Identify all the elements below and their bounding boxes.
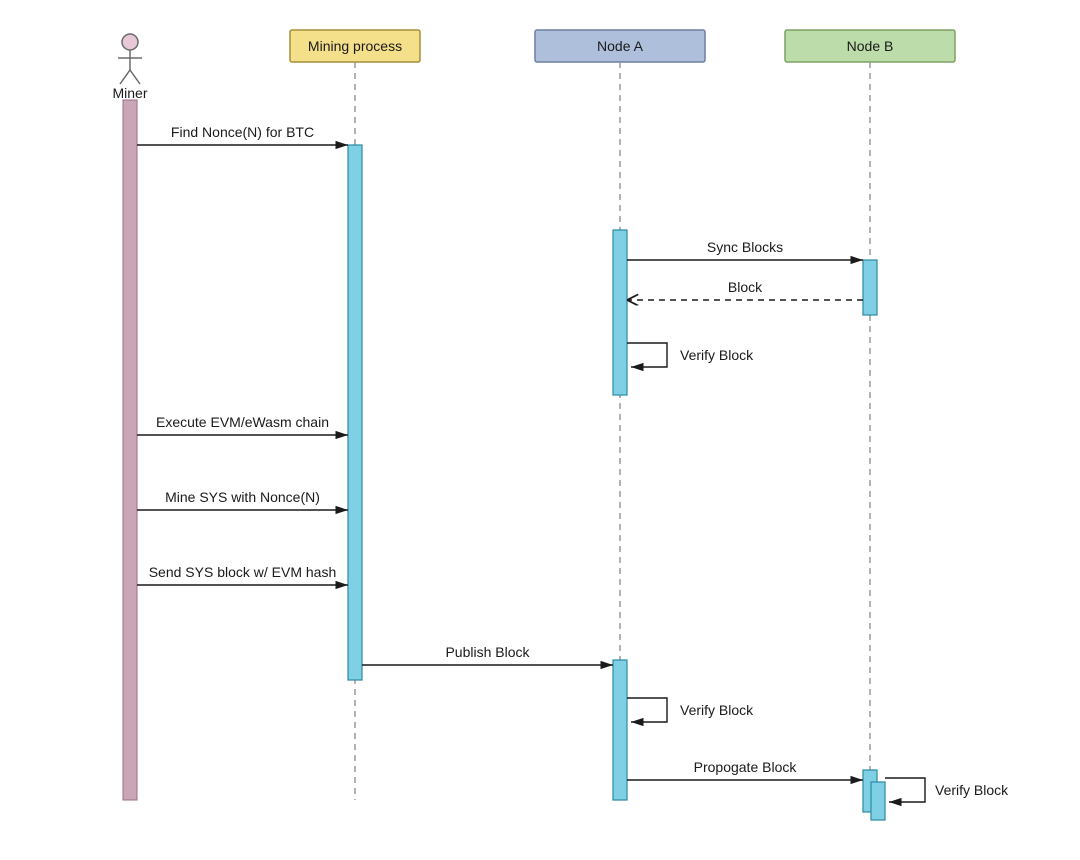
activation-nodeA_pub xyxy=(613,660,627,800)
msg-verify-b xyxy=(885,778,925,802)
msg-label-verify-a2: Verify Block xyxy=(680,702,754,718)
activation-nodeB_sync xyxy=(863,260,877,315)
miner-label: Miner xyxy=(112,85,147,101)
lifeline-node-a-label: Node A xyxy=(597,38,644,54)
msg-verify-a1 xyxy=(627,343,667,367)
msg-label-find-nonce: Find Nonce(N) for BTC xyxy=(171,124,314,140)
activation-nodeA_sync xyxy=(613,230,627,395)
activation-nodeB_prop_inner xyxy=(871,782,885,820)
msg-label-publish-block: Publish Block xyxy=(445,644,530,660)
actor-miner: Miner xyxy=(112,34,147,800)
msg-label-mine-sys: Mine SYS with Nonce(N) xyxy=(165,489,320,505)
lifeline-node-b-label: Node B xyxy=(847,38,894,54)
msg-label-verify-b: Verify Block xyxy=(935,782,1009,798)
lifeline-mining-process-label: Mining process xyxy=(308,38,402,54)
msg-label-propagate-block: Propogate Block xyxy=(694,759,798,775)
msg-label-sync-blocks: Sync Blocks xyxy=(707,239,783,255)
msg-label-exec-evm: Execute EVM/eWasm chain xyxy=(156,414,329,430)
lifeline-node-b: Node B xyxy=(785,30,955,800)
activation-mining_main xyxy=(348,145,362,680)
msg-label-send-sys: Send SYS block w/ EVM hash xyxy=(149,564,337,580)
msg-label-block-return: Block xyxy=(728,279,763,295)
msg-label-verify-a1: Verify Block xyxy=(680,347,754,363)
msg-verify-a2 xyxy=(627,698,667,722)
